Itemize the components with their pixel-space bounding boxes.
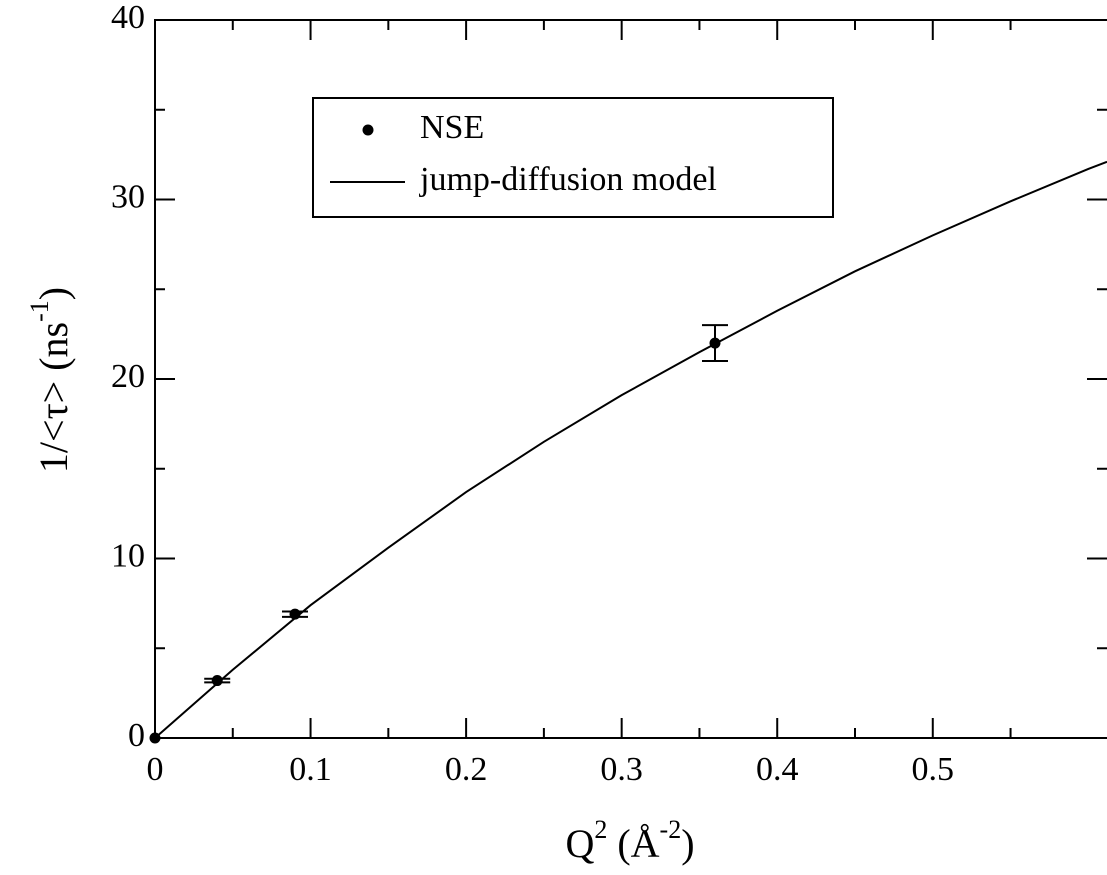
- legend-box: [312, 97, 834, 218]
- legend-label: NSE: [420, 109, 484, 146]
- y-tick-label: 40: [111, 0, 145, 36]
- y-tick-label: 0: [128, 717, 145, 754]
- legend-marker: [362, 124, 374, 136]
- model-line: [154, 160, 1107, 739]
- x-tick-label: 0.5: [912, 751, 955, 788]
- x-axis-label: Q2 (Å-2): [565, 815, 694, 866]
- y-tick-label: 20: [111, 358, 145, 395]
- x-tick-label: 0.4: [756, 751, 799, 788]
- y-axis-label: 1/<τ> (ns-1): [25, 287, 76, 473]
- legend-label: jump-diffusion model: [419, 161, 717, 198]
- data-point: [211, 675, 223, 687]
- y-tick-label: 30: [111, 178, 145, 215]
- x-tick-label: 0.3: [600, 751, 643, 788]
- x-tick-label: 0: [147, 751, 164, 788]
- y-tick-label: 10: [111, 537, 145, 574]
- x-tick-label: 0.2: [445, 751, 488, 788]
- x-tick-label: 0.1: [289, 751, 332, 788]
